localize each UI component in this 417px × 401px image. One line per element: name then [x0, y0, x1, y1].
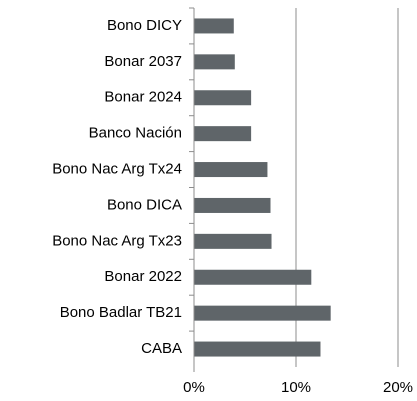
y-tick-label: Banco Nación: [89, 125, 182, 142]
bar: [194, 18, 234, 34]
y-tick-label: Bono Nac Arg Tx23: [52, 232, 182, 249]
bar: [194, 269, 312, 285]
bar: [194, 197, 271, 213]
x-tick-label: 20%: [383, 379, 413, 396]
x-tick-label: 10%: [281, 379, 311, 396]
y-tick-label: Bonar 2037: [104, 53, 182, 70]
bar: [194, 54, 235, 70]
y-tick-label: Bono Nac Arg Tx24: [52, 161, 182, 178]
bar: [194, 341, 321, 357]
y-tick-label: Bonar 2024: [104, 89, 182, 106]
bar: [194, 162, 268, 178]
bar: [194, 233, 272, 249]
y-tick-label: Bono Badlar TB21: [60, 304, 182, 321]
y-tick-label: Bono DICA: [107, 196, 182, 213]
y-tick-label: CABA: [141, 340, 182, 357]
bar: [194, 126, 252, 142]
bar: [194, 305, 331, 321]
bar: [194, 90, 252, 106]
y-tick-label: Bono DICY: [107, 17, 182, 34]
y-tick-label: Bonar 2022: [104, 268, 182, 285]
x-tick-label: 0%: [183, 379, 205, 396]
